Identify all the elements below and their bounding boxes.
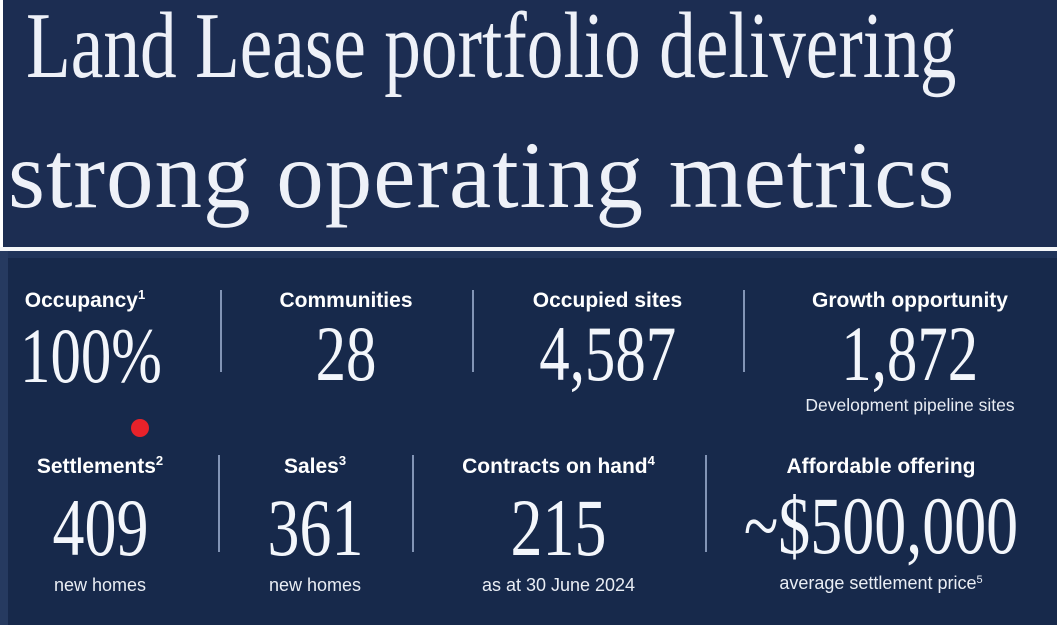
- metric-occupancy-label-text: Occupancy: [24, 289, 138, 312]
- metric-sales-label-text: Sales: [283, 455, 339, 478]
- metric-contracts-on-hand-subtext: as at 30 June 2024: [481, 575, 636, 595]
- metric-occupied-sites: Occupied sites 4,587: [472, 289, 743, 393]
- slide-title-line-1: Land Lease portfolio delivering: [26, 0, 1057, 93]
- metric-affordable-offering: Affordable offering ~$500,000 average se…: [705, 455, 1057, 596]
- metric-settlements-subtext: new homes: [53, 575, 147, 595]
- metric-growth-opportunity-value: 1,872: [841, 310, 979, 397]
- metric-sales-label: Sales3: [218, 453, 412, 481]
- metric-sales-subtext: new homes: [268, 575, 362, 595]
- metric-sales-value: 361: [267, 482, 363, 573]
- row2-divider-3: [705, 455, 707, 552]
- metric-settlements-value: 409: [52, 482, 148, 573]
- metric-communities-value: 28: [315, 310, 377, 397]
- metric-settlements: Settlements2 409 new homes: [0, 453, 200, 595]
- red-dot: [131, 419, 149, 437]
- metric-contracts-on-hand-label-text: Contracts on hand: [462, 455, 648, 478]
- metric-growth-opportunity-label-text: Growth opportunity: [812, 289, 1008, 312]
- metric-affordable-offering-value: ~$500,000: [743, 480, 1019, 571]
- metric-settlements-label: Settlements2: [0, 453, 200, 481]
- row1-divider-2: [472, 290, 474, 372]
- metric-contracts-on-hand: Contracts on hand4 215 as at 30 June 202…: [412, 453, 705, 595]
- row1-divider-3: [743, 290, 745, 372]
- metrics-top-edge-artifact: [0, 251, 1057, 258]
- metric-affordable-offering-label-text: Affordable offering: [786, 455, 976, 478]
- metric-occupied-sites-value: 4,587: [539, 310, 676, 397]
- row2-divider-1: [218, 455, 220, 552]
- slide-title-line-1-text: Land Lease portfolio delivering: [26, 0, 957, 98]
- metric-contracts-on-hand-label: Contracts on hand4: [412, 453, 705, 481]
- metric-occupied-sites-label-text: Occupied sites: [532, 289, 683, 312]
- metric-occupancy: Occupancy1 100%: [0, 287, 170, 399]
- metric-occupancy-value: 100%: [20, 312, 162, 399]
- metric-occupancy-footnote: 1: [137, 287, 146, 302]
- metric-settlements-label-text: Settlements: [36, 455, 156, 478]
- metric-growth-opportunity-subtext: Development pipeline sites: [805, 395, 1015, 415]
- metric-occupancy-label: Occupancy1: [0, 287, 170, 315]
- metric-communities: Communities 28: [220, 289, 472, 393]
- metric-communities-label: Communities: [220, 289, 472, 313]
- metric-growth-opportunity-label: Growth opportunity: [755, 289, 1057, 313]
- left-edge-artifact: [0, 70, 3, 247]
- metric-affordable-offering-sub-footnote: 5: [976, 574, 983, 586]
- metric-growth-opportunity: Growth opportunity 1,872 Development pip…: [755, 289, 1057, 415]
- metric-affordable-offering-subtext: average settlement price5: [705, 573, 1057, 596]
- header-separator-rule: [0, 247, 1057, 251]
- metric-sales: Sales3 361 new homes: [218, 453, 412, 595]
- metric-communities-label-text: Communities: [279, 289, 413, 312]
- metrics-left-edge-artifact: [0, 251, 8, 625]
- row1-divider-1: [220, 290, 222, 372]
- metric-affordable-offering-subtext-text: average settlement price: [779, 573, 977, 593]
- metric-settlements-footnote: 2: [155, 453, 164, 468]
- metric-affordable-offering-label: Affordable offering: [705, 455, 1057, 479]
- metric-sales-footnote: 3: [338, 453, 347, 468]
- header-block: [3, 0, 1057, 247]
- metrics-panel: [0, 251, 1057, 625]
- row2-divider-2: [412, 455, 414, 552]
- metric-contracts-on-hand-footnote: 4: [647, 453, 655, 468]
- metric-occupied-sites-label: Occupied sites: [472, 289, 743, 313]
- metric-contracts-on-hand-value: 215: [510, 482, 607, 573]
- slide-title-line-2-text: strong operating metrics: [8, 122, 956, 228]
- slide-title-line-2: strong operating metrics: [8, 128, 955, 223]
